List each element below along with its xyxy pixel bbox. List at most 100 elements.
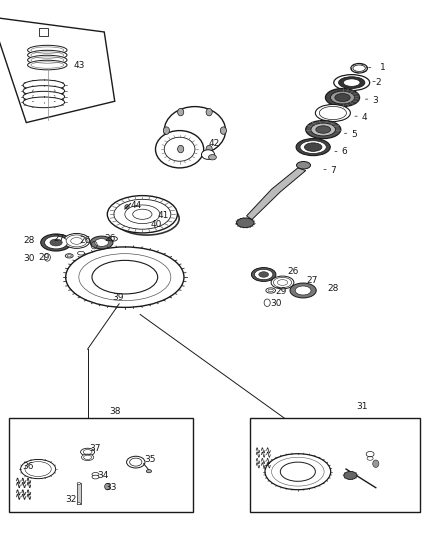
Ellipse shape — [41, 234, 71, 251]
Text: 37: 37 — [90, 445, 101, 453]
Ellipse shape — [325, 88, 360, 107]
Ellipse shape — [259, 272, 268, 277]
Ellipse shape — [164, 107, 226, 155]
Ellipse shape — [45, 236, 67, 249]
Ellipse shape — [155, 131, 204, 168]
Circle shape — [177, 146, 184, 153]
Text: 1: 1 — [380, 63, 386, 72]
Ellipse shape — [146, 470, 152, 473]
Text: 41: 41 — [158, 211, 169, 220]
Text: 28: 28 — [327, 284, 339, 293]
Ellipse shape — [277, 280, 288, 285]
Ellipse shape — [95, 239, 109, 246]
Text: 30: 30 — [270, 300, 281, 308]
Ellipse shape — [304, 143, 322, 151]
Ellipse shape — [306, 120, 341, 139]
Circle shape — [163, 127, 170, 134]
Circle shape — [373, 460, 379, 467]
Ellipse shape — [77, 482, 81, 484]
Text: 44: 44 — [130, 201, 141, 210]
Circle shape — [105, 483, 110, 490]
Ellipse shape — [353, 65, 365, 71]
Circle shape — [177, 108, 184, 116]
Ellipse shape — [351, 63, 367, 73]
Ellipse shape — [81, 448, 95, 456]
Text: 43: 43 — [74, 61, 85, 69]
Ellipse shape — [23, 91, 65, 102]
Ellipse shape — [81, 454, 94, 461]
Bar — [9, 418, 193, 512]
Ellipse shape — [71, 238, 82, 244]
Bar — [250, 418, 420, 512]
Ellipse shape — [28, 50, 67, 60]
Text: 5: 5 — [352, 130, 357, 139]
Ellipse shape — [343, 79, 360, 86]
Polygon shape — [247, 168, 306, 220]
Ellipse shape — [265, 454, 331, 490]
Text: 31: 31 — [356, 402, 367, 411]
Text: 29: 29 — [275, 287, 286, 295]
Text: 6: 6 — [342, 148, 347, 156]
Ellipse shape — [237, 218, 254, 228]
Text: 36: 36 — [23, 463, 34, 471]
Text: 27: 27 — [53, 235, 65, 243]
Text: 29: 29 — [39, 253, 50, 262]
Ellipse shape — [28, 60, 67, 70]
Ellipse shape — [90, 236, 113, 249]
Ellipse shape — [92, 260, 158, 294]
Ellipse shape — [64, 233, 90, 248]
Ellipse shape — [297, 161, 311, 169]
Ellipse shape — [300, 141, 326, 154]
Text: 28: 28 — [24, 237, 35, 245]
Ellipse shape — [92, 475, 99, 479]
Ellipse shape — [77, 503, 81, 505]
Ellipse shape — [23, 80, 65, 91]
Ellipse shape — [21, 459, 56, 479]
Ellipse shape — [50, 239, 62, 246]
Ellipse shape — [280, 462, 315, 481]
Ellipse shape — [296, 139, 330, 156]
Ellipse shape — [335, 94, 350, 102]
Ellipse shape — [23, 86, 65, 96]
Text: 26: 26 — [287, 268, 299, 276]
Ellipse shape — [66, 235, 87, 247]
Ellipse shape — [271, 276, 294, 289]
Ellipse shape — [107, 196, 177, 233]
Text: 4: 4 — [362, 113, 367, 122]
Circle shape — [206, 146, 212, 153]
Ellipse shape — [319, 106, 346, 120]
Bar — [39, 28, 48, 36]
Text: 38: 38 — [109, 407, 120, 416]
Ellipse shape — [66, 247, 184, 308]
Text: 27: 27 — [307, 276, 318, 285]
Circle shape — [220, 127, 226, 134]
Text: 26: 26 — [105, 234, 116, 243]
Text: 42: 42 — [209, 140, 220, 148]
Ellipse shape — [290, 283, 316, 298]
Polygon shape — [0, 17, 115, 123]
Text: 30: 30 — [24, 254, 35, 263]
Text: 3: 3 — [372, 96, 378, 104]
Ellipse shape — [316, 126, 331, 133]
Ellipse shape — [28, 45, 67, 55]
Ellipse shape — [127, 456, 145, 468]
Ellipse shape — [330, 91, 355, 104]
Ellipse shape — [334, 75, 370, 91]
Ellipse shape — [251, 268, 276, 281]
Text: 39: 39 — [113, 293, 124, 302]
Ellipse shape — [92, 472, 99, 477]
Text: 7: 7 — [331, 166, 336, 175]
Ellipse shape — [254, 269, 273, 280]
Text: 40: 40 — [151, 221, 162, 229]
Text: 2: 2 — [376, 78, 381, 87]
Ellipse shape — [273, 277, 292, 288]
Ellipse shape — [344, 471, 357, 480]
Text: 33: 33 — [106, 483, 117, 492]
Text: 34: 34 — [97, 472, 109, 480]
Ellipse shape — [311, 123, 336, 136]
Ellipse shape — [125, 205, 129, 209]
Circle shape — [206, 108, 212, 116]
Ellipse shape — [366, 451, 374, 457]
Text: 32: 32 — [65, 496, 77, 504]
Text: 26: 26 — [80, 236, 91, 245]
